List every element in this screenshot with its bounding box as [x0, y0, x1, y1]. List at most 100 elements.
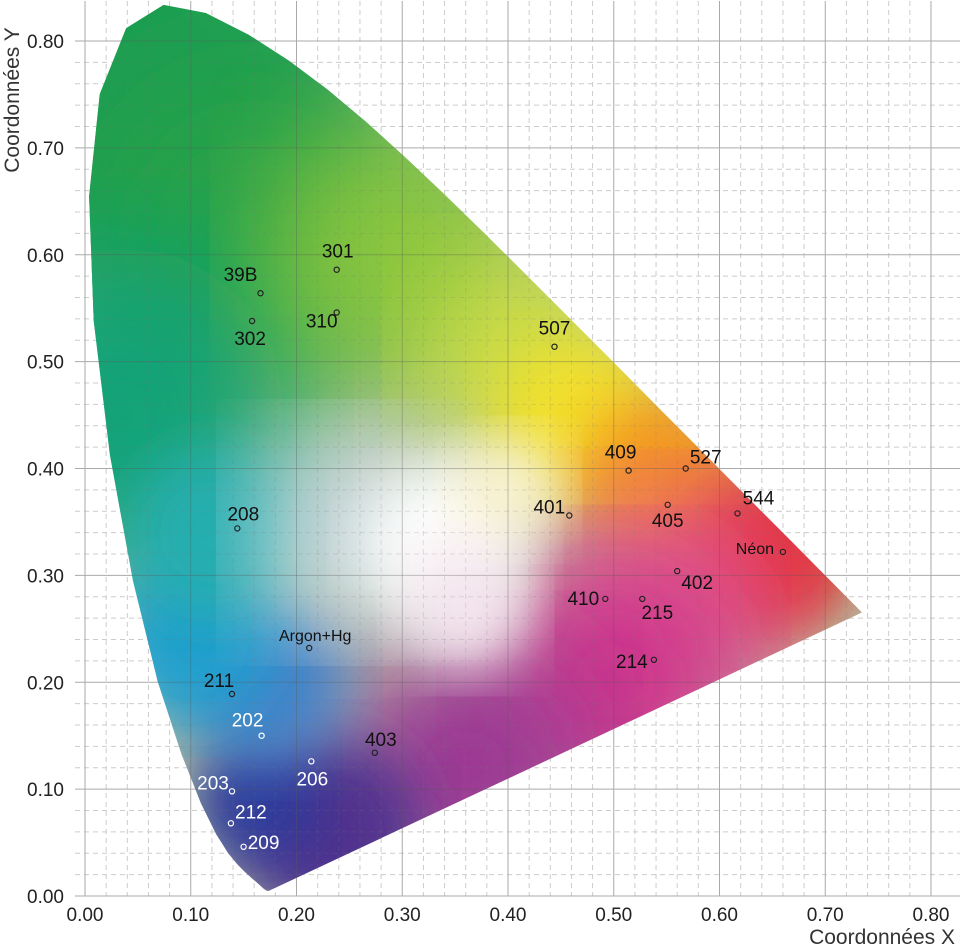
locus-color-blob [402, 544, 530, 671]
point-label: 209 [248, 833, 280, 854]
data-point: 212 [227, 802, 267, 827]
point-label: 206 [296, 769, 328, 790]
point-marker [306, 644, 313, 652]
point-marker [664, 501, 671, 508]
point-label: 214 [616, 652, 648, 673]
x-tick-label: 0.80 [913, 905, 950, 926]
locus-color-blob [455, 437, 561, 543]
point-label: 507 [539, 319, 571, 340]
point-label: 202 [232, 711, 264, 732]
point-marker [639, 595, 646, 603]
point-marker [371, 749, 378, 757]
point-label: 310 [306, 312, 338, 333]
data-point: 527 [682, 448, 722, 472]
point-label: 215 [641, 603, 673, 624]
point-label: Argon+Hg [279, 628, 352, 645]
point-label: 212 [235, 802, 267, 823]
point-marker [650, 656, 658, 664]
y-tick-label: 0.20 [27, 673, 64, 694]
locus-color-blob [127, 447, 297, 618]
y-tick-label: 0.60 [27, 246, 64, 267]
data-point: 39B [224, 265, 264, 297]
point-marker [682, 465, 689, 472]
data-point: 209 [240, 833, 280, 854]
point-marker [258, 732, 265, 739]
point-label: Néon [736, 541, 774, 558]
y-tick-label: 0.70 [27, 139, 64, 160]
data-point: 206 [296, 758, 328, 790]
point-marker [734, 510, 741, 517]
point-label: 402 [681, 573, 713, 594]
point-marker [674, 567, 681, 575]
x-axis-ticks: 0.00 0.10 0.20 0.30 0.40 0.50 0.60 0.70 0.80 [67, 905, 950, 926]
data-point: 208 [227, 504, 259, 532]
point-marker [602, 595, 609, 603]
data-point: 310 [306, 309, 340, 333]
point-label: 39B [224, 265, 258, 286]
data-point: Néon [736, 541, 787, 558]
y-tick-label: 0.30 [27, 566, 64, 587]
point-label: 301 [322, 242, 354, 263]
point-label: 527 [690, 448, 722, 469]
y-axis-ticks: 0.00 0.10 0.20 0.30 0.40 0.50 0.60 0.70 0.80 [27, 32, 64, 908]
point-marker [228, 690, 236, 698]
x-tick-label: 0.20 [278, 905, 315, 926]
point-label: 302 [234, 329, 266, 350]
data-point: 401 [533, 498, 573, 519]
point-marker [227, 820, 235, 827]
x-tick-label: 0.50 [595, 905, 632, 926]
point-marker [228, 788, 236, 795]
point-marker [333, 309, 340, 316]
point-marker [234, 525, 241, 532]
data-points: 301 39B 302 310 507 409 527 401 405 544 208 Néon 402… [197, 242, 787, 854]
point-marker [551, 343, 558, 350]
data-point: 409 [605, 443, 637, 474]
x-tick-label: 0.40 [490, 905, 527, 926]
data-point: 301 [322, 242, 354, 273]
data-point: 507 [539, 319, 571, 350]
data-point: 215 [639, 595, 673, 624]
point-label: 403 [365, 730, 397, 751]
data-point: 403 [365, 730, 397, 757]
data-point: 410 [567, 589, 609, 610]
data-point: Argon+Hg [279, 628, 352, 652]
point-label: 409 [605, 443, 637, 464]
data-point: 203 [197, 773, 236, 795]
x-axis-title: Coordonnées X [809, 926, 955, 947]
point-label: 203 [197, 773, 229, 794]
point-marker [257, 290, 264, 297]
point-marker [625, 467, 632, 474]
y-tick-label: 0.40 [27, 460, 64, 481]
y-tick-label: 0.10 [27, 780, 64, 801]
point-label: 208 [227, 504, 259, 525]
point-marker [308, 758, 315, 765]
data-point: 405 [652, 501, 684, 532]
data-point: 202 [232, 711, 265, 739]
x-tick-label: 0.60 [701, 905, 738, 926]
point-marker [240, 843, 247, 851]
point-marker [333, 266, 340, 273]
y-tick-label: 0.80 [27, 32, 64, 53]
y-axis-title: Coordonnées Y [1, 27, 24, 173]
point-label: 410 [567, 589, 599, 610]
data-point: 402 [674, 567, 713, 594]
point-label: 211 [204, 671, 234, 692]
point-label: 405 [652, 511, 684, 532]
y-tick-label: 0.00 [27, 887, 64, 908]
point-label: 544 [743, 488, 775, 509]
x-tick-label: 0.10 [172, 905, 209, 926]
data-point: 211 [204, 671, 236, 698]
y-tick-label: 0.50 [27, 353, 64, 374]
x-tick-label: 0.70 [807, 905, 844, 926]
point-marker [779, 548, 787, 556]
locus-color-blob [190, 736, 318, 864]
data-point: 544 [734, 488, 775, 517]
data-point: 214 [616, 652, 658, 673]
point-marker [248, 317, 256, 325]
point-marker [566, 512, 573, 519]
x-tick-label: 0.30 [384, 905, 421, 926]
data-point: 302 [234, 317, 266, 350]
point-label: 401 [533, 498, 565, 519]
